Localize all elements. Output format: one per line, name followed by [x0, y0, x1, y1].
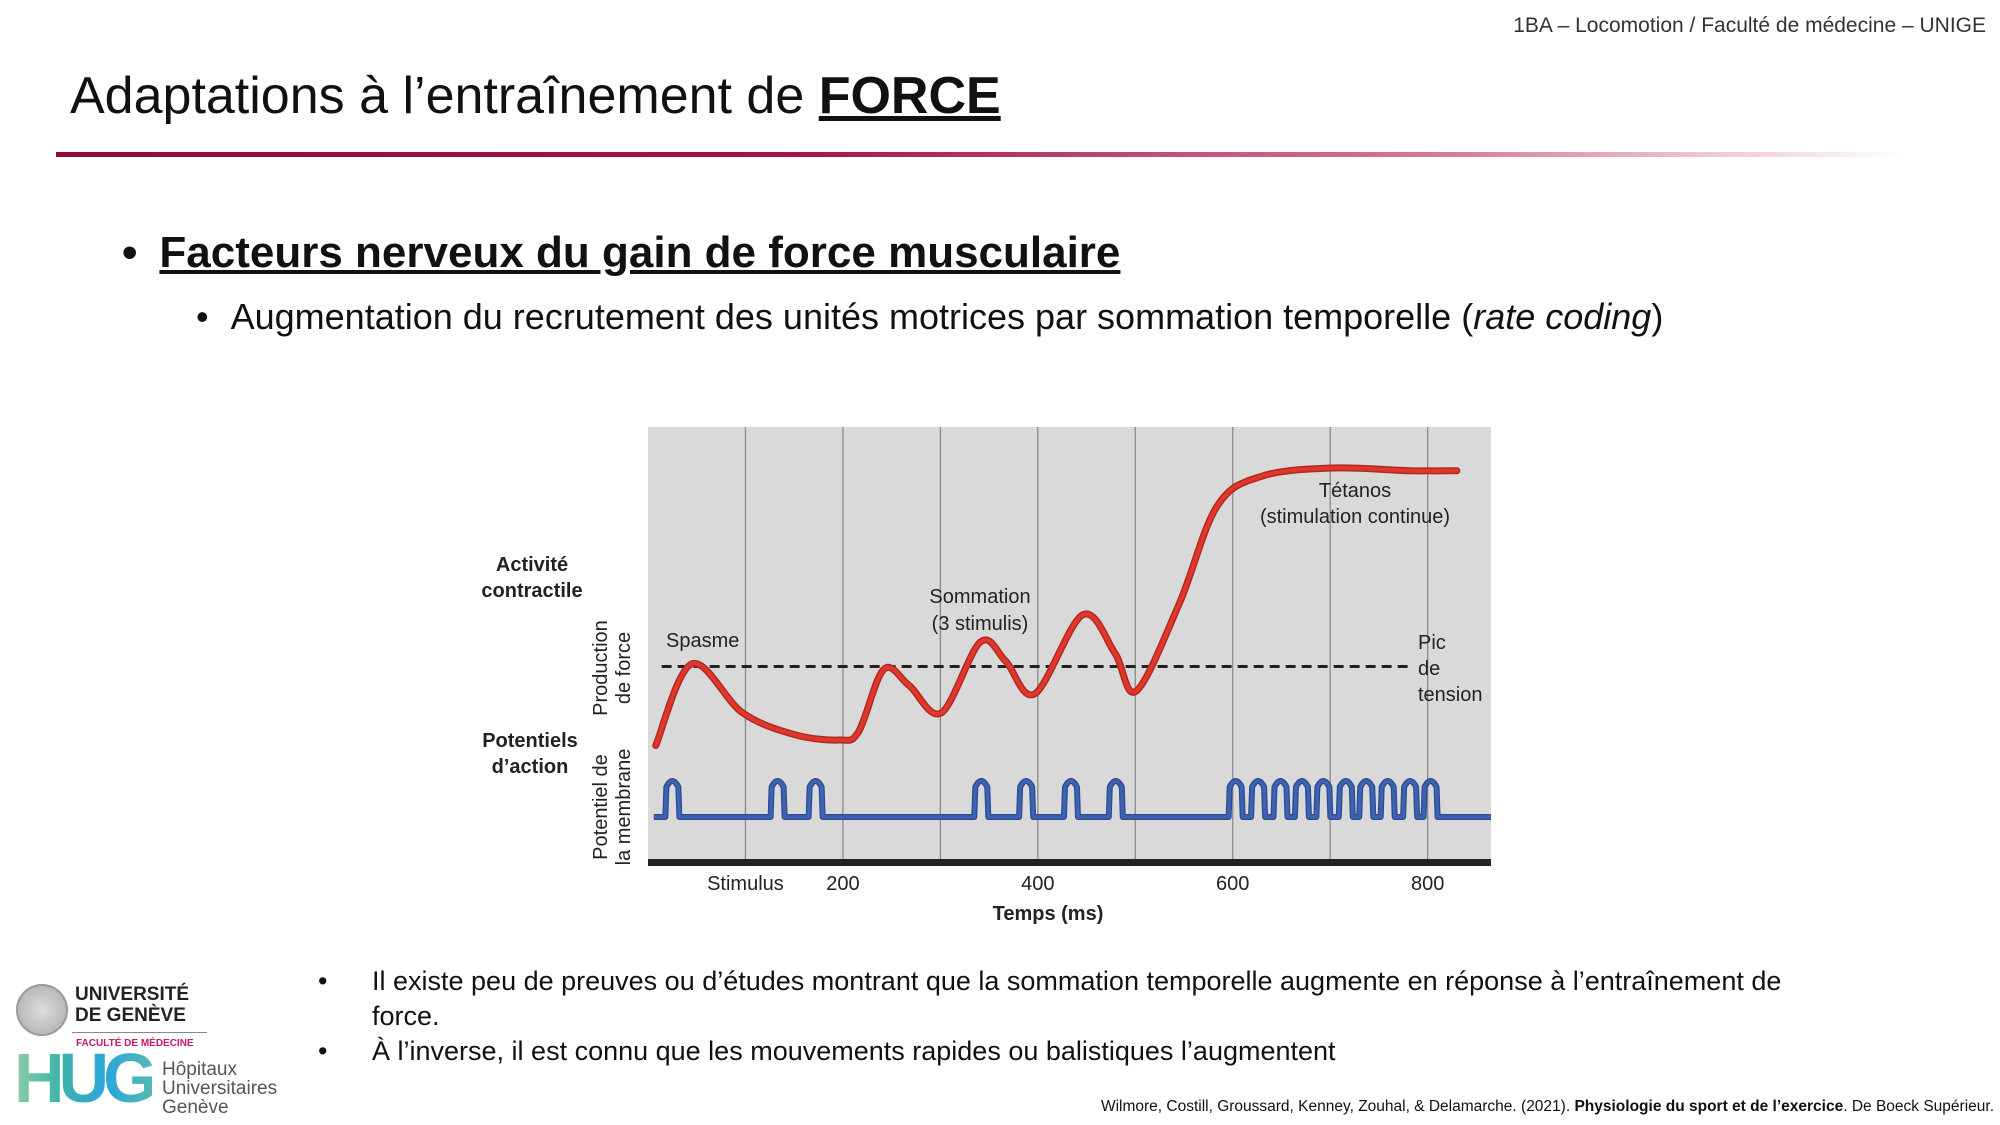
- x-axis-label: Temps (ms): [992, 903, 1104, 925]
- unige-logo: UNIVERSITÉ DE GENÈVE: [75, 984, 190, 1026]
- note-item: • Il existe peu de preuves ou d’études mo…: [318, 964, 1842, 1034]
- bullet-main: • Facteurs nerveux du gain de force muscu…: [122, 228, 1121, 277]
- citation: Wilmore, Costill, Groussard, Kenney, Zou…: [1100, 1098, 1994, 1115]
- notes-list: • Il existe peu de preuves ou d’études mo…: [318, 964, 1842, 1069]
- hug-logo-text: Hôpitaux Universitaires Genève: [162, 1059, 278, 1118]
- note-item: • À l’inverse, il est connu que les mouve…: [318, 1034, 1842, 1069]
- bullet-sub: • Augmentation du recrutement des unités …: [196, 296, 1664, 337]
- membrane-potential-trace: [653, 779, 1491, 819]
- unige-seal-icon: [16, 984, 68, 1036]
- title-divider: [56, 152, 1906, 157]
- note-text: À l’inverse, il est connu que les mouvem…: [372, 1036, 1336, 1066]
- x-tick-label: 600: [1216, 873, 1250, 895]
- row-label-bottom: Potentiels d’action: [482, 730, 578, 778]
- annotation-sommation: Sommation (3 stimulis): [929, 586, 1031, 635]
- x-tick-label: 800: [1410, 873, 1445, 895]
- note-text: Il existe peu de preuves ou d’études mon…: [372, 966, 1782, 1031]
- faculty-label: FACULTÉ DE MÉDECINE: [76, 1038, 194, 1049]
- force-curve: [653, 465, 1459, 748]
- annotation-pic-tension: Pic de tension: [1418, 632, 1483, 706]
- time-axis-bar: [648, 859, 1491, 866]
- slide-header: 1BA – Locomotion / Faculté de médecine –…: [1513, 14, 1986, 37]
- bullet-sub-italic: rate coding: [1473, 296, 1652, 337]
- x-tick-label: 400: [1021, 873, 1055, 895]
- x-tick-label: 200: [826, 873, 860, 895]
- title-text: Adaptations à l’entraînement de: [70, 67, 819, 125]
- axis-label-membrane: Potentiel de la membrane: [590, 748, 635, 866]
- row-label-top: Activité contractile: [481, 554, 583, 602]
- bullet-main-text: Facteurs nerveux du gain de force muscul…: [159, 228, 1121, 277]
- bullet-sub-suffix: ): [1651, 296, 1664, 337]
- annotation-tetanos: Tétanos (stimulation continue): [1259, 480, 1451, 528]
- hug-logo-mark: HUG: [14, 1039, 158, 1117]
- bullet-sub-text: Augmentation du recrutement des unités m…: [230, 296, 1474, 337]
- slide-title: Adaptations à l’entraînement de FORCE: [70, 66, 1001, 126]
- annotation-spasme: Spasme: [666, 630, 740, 652]
- x-tick-label: Stimulus: [707, 873, 784, 895]
- title-emphasis: FORCE: [818, 67, 1001, 125]
